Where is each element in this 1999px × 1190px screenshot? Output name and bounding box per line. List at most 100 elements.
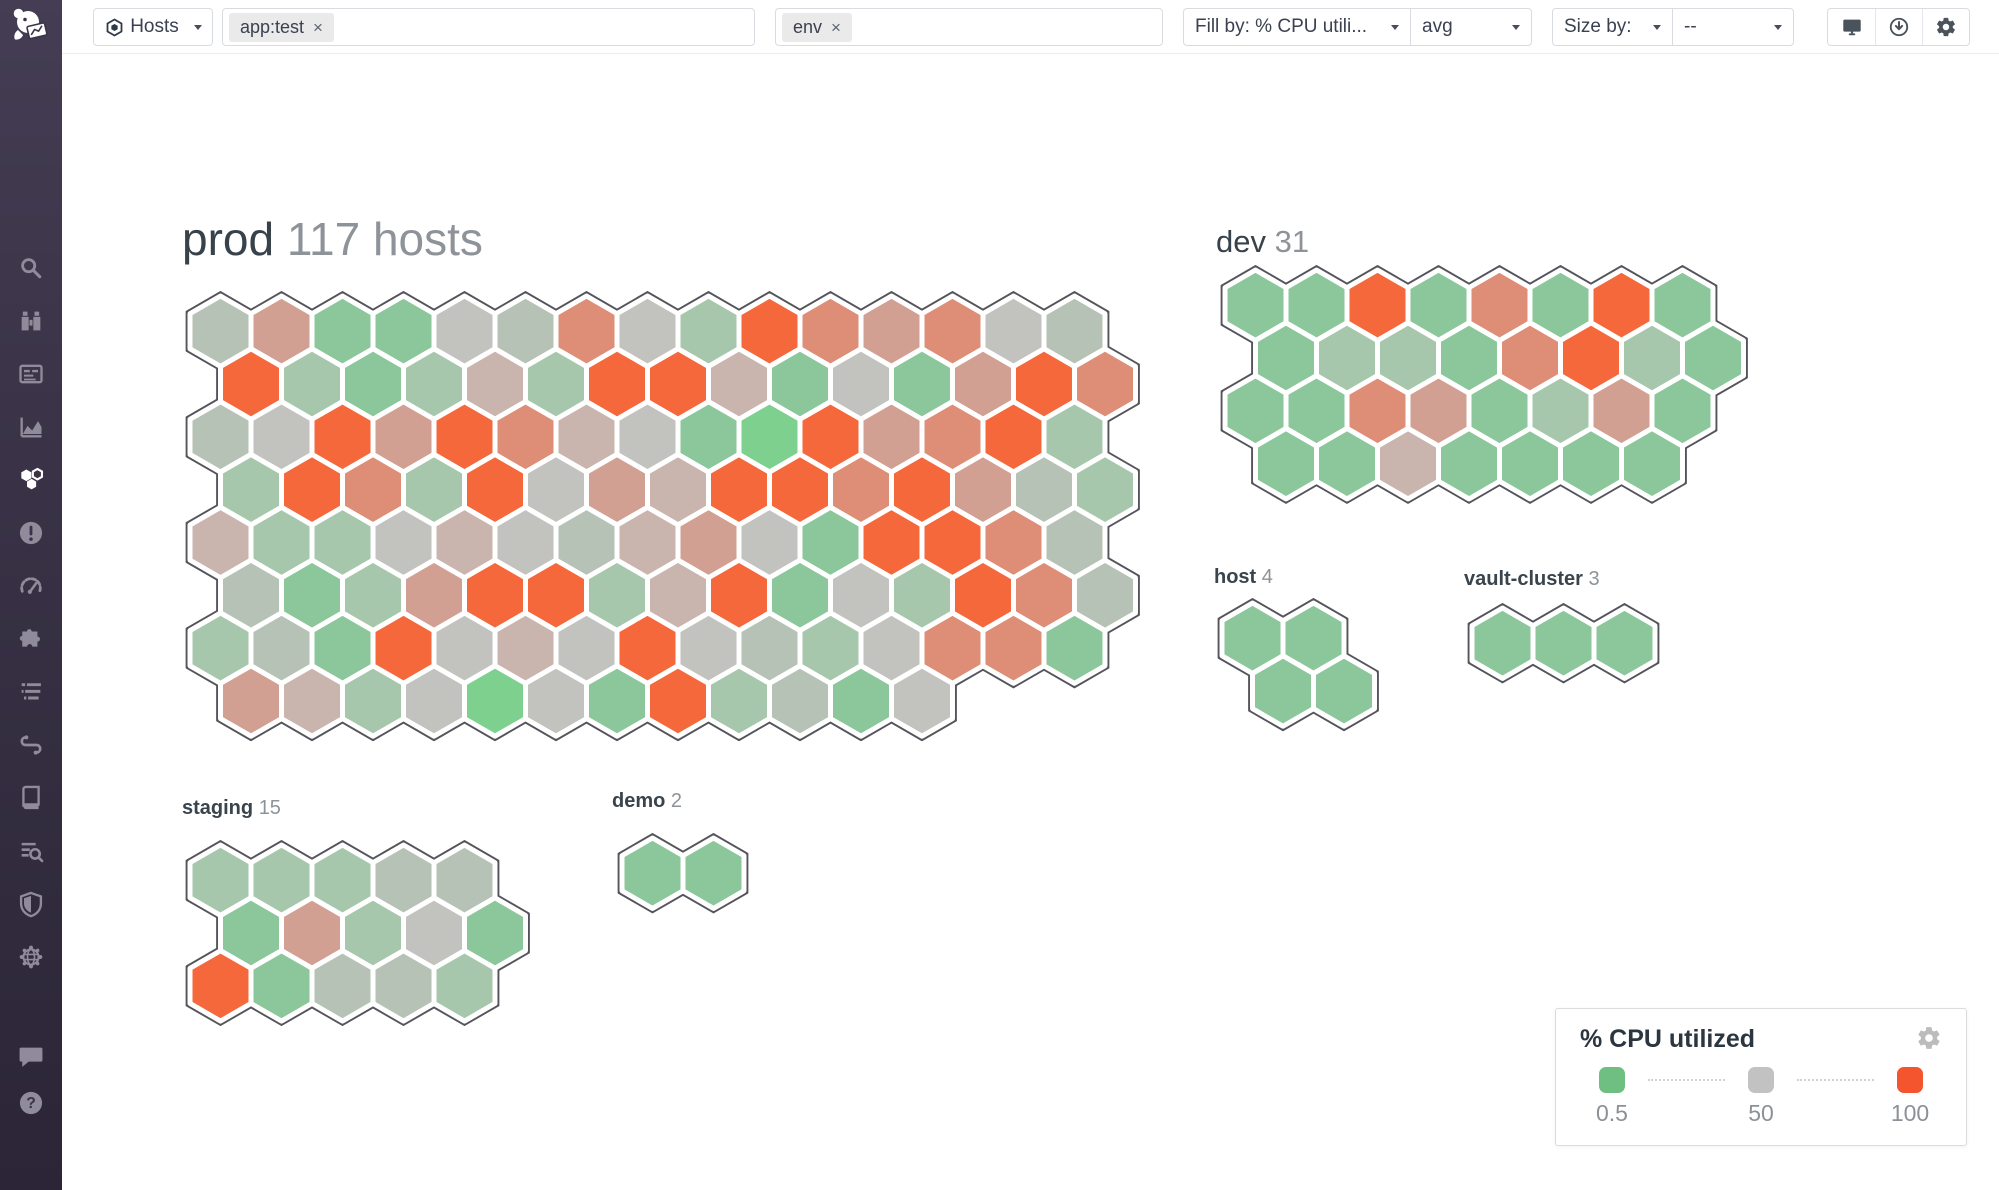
sidebar-item-notebooks[interactable] bbox=[17, 784, 45, 812]
sidebar-item-dashboards[interactable] bbox=[17, 360, 45, 388]
group-title-staging: staging 15 bbox=[182, 797, 281, 820]
settings-button[interactable] bbox=[1922, 9, 1969, 45]
size-by-value: -- bbox=[1684, 16, 1697, 37]
sidebar-item-chat[interactable] bbox=[17, 1043, 45, 1071]
group-count: 31 bbox=[1274, 224, 1310, 259]
group-title-prod: prod 117 hosts bbox=[182, 212, 483, 266]
legend-label-high: 100 bbox=[1890, 1100, 1930, 1126]
hosts-dropdown-label: Hosts bbox=[130, 16, 179, 37]
hexgrid-dev[interactable] bbox=[1219, 264, 1750, 505]
aggregation-label: avg bbox=[1422, 16, 1453, 37]
chevron-down-icon bbox=[193, 24, 202, 30]
group-title-vault-cluster: vault-cluster 3 bbox=[1464, 568, 1600, 591]
aggregation-dropdown[interactable]: avg bbox=[1410, 8, 1532, 46]
size-by-value-dropdown[interactable]: -- bbox=[1672, 8, 1794, 46]
book-icon bbox=[22, 785, 40, 810]
fill-by-dropdown[interactable]: Fill by: % CPU utili... bbox=[1183, 8, 1411, 46]
fill-by-controls: Fill by: % CPU utili... avg bbox=[1183, 8, 1532, 46]
hexagons-icon bbox=[21, 467, 44, 490]
hexgrid-prod[interactable] bbox=[184, 290, 1142, 742]
legend-panel: % CPU utilized 0.5 50 100 bbox=[1555, 1008, 1967, 1146]
sidebar-item-slo[interactable] bbox=[17, 572, 45, 600]
fill-by-label: Fill by: % CPU utili... bbox=[1195, 16, 1368, 37]
group-title-host: host 4 bbox=[1214, 566, 1273, 589]
snapshot-download-button[interactable] bbox=[1875, 9, 1922, 45]
shield-icon bbox=[19, 891, 43, 918]
area-chart-icon bbox=[20, 417, 42, 438]
legend-title: % CPU utilized bbox=[1580, 1025, 1756, 1053]
size-by-controls: Size by: -- bbox=[1552, 8, 1794, 46]
dashboard-icon bbox=[19, 364, 43, 384]
hexgrid-demo[interactable] bbox=[616, 832, 750, 914]
hexgrid-staging[interactable] bbox=[184, 839, 532, 1027]
puzzle-icon bbox=[19, 629, 40, 647]
toolbar-icon-buttons bbox=[1827, 8, 1970, 46]
sidebar-item-monitors[interactable] bbox=[17, 519, 45, 547]
hexgrid-host[interactable] bbox=[1216, 597, 1381, 732]
legend-swatch-high bbox=[1897, 1067, 1923, 1093]
size-by-label: Size by: bbox=[1564, 16, 1632, 37]
svg-text:?: ? bbox=[26, 1095, 36, 1112]
group-name: staging bbox=[182, 797, 254, 819]
filter-input-app[interactable]: app:test × bbox=[222, 8, 755, 46]
top-toolbar: Hosts app:test × env × Fill by: % CPU ut… bbox=[62, 0, 1999, 54]
hexgrid-vault-cluster[interactable] bbox=[1466, 602, 1661, 684]
filter-input-env[interactable]: env × bbox=[775, 8, 1163, 46]
chevron-down-icon bbox=[1391, 24, 1399, 30]
filter-tag-label: app:test bbox=[240, 16, 305, 37]
globe-network-icon bbox=[19, 945, 43, 969]
download-circle-icon bbox=[1889, 17, 1909, 37]
legend-label-mid: 50 bbox=[1748, 1100, 1774, 1126]
sidebar-item-security[interactable] bbox=[17, 890, 45, 918]
fullscreen-display-button[interactable] bbox=[1828, 9, 1875, 45]
group-name: vault-cluster bbox=[1464, 568, 1583, 590]
size-by-dropdown[interactable]: Size by: bbox=[1552, 8, 1673, 46]
legend-connector bbox=[1648, 1079, 1725, 1081]
chat-bubble-icon bbox=[19, 1047, 43, 1067]
legend-gear-icon[interactable] bbox=[1916, 1025, 1942, 1051]
hosts-dropdown[interactable]: Hosts bbox=[93, 8, 213, 46]
chevron-down-icon bbox=[1774, 24, 1782, 30]
group-title-dev: dev 31 bbox=[1216, 224, 1309, 260]
legend-connector bbox=[1797, 1079, 1874, 1081]
sidebar-item-help[interactable]: ? bbox=[17, 1089, 45, 1117]
hexagon-icon bbox=[106, 17, 123, 37]
sidebar-item-metrics[interactable] bbox=[17, 413, 45, 441]
filter-tag-label: env bbox=[793, 16, 823, 37]
sidebar-item-logs[interactable] bbox=[17, 678, 45, 706]
nav-sidebar: ? bbox=[0, 0, 62, 1190]
monitor-icon bbox=[1842, 19, 1861, 36]
chevron-down-icon bbox=[1653, 24, 1661, 30]
sidebar-item-infrastructure-hostmap[interactable] bbox=[17, 466, 45, 494]
group-count: 117 hosts bbox=[286, 213, 483, 265]
sidebar-item-synthetics[interactable] bbox=[17, 943, 45, 971]
sidebar-item-watchdog[interactable] bbox=[17, 307, 45, 335]
search-lines-icon bbox=[21, 842, 44, 863]
datadog-logo[interactable] bbox=[7, 4, 55, 52]
legend-swatch-low bbox=[1599, 1067, 1625, 1093]
sidebar-item-search[interactable] bbox=[17, 254, 45, 282]
gauge-icon bbox=[20, 577, 42, 594]
group-name: prod bbox=[182, 213, 275, 265]
group-name: host bbox=[1214, 566, 1257, 588]
legend-swatch-mid bbox=[1748, 1067, 1774, 1093]
sidebar-item-integrations[interactable] bbox=[17, 625, 45, 653]
remove-tag-icon[interactable]: × bbox=[831, 17, 841, 37]
log-stream-icon bbox=[21, 683, 41, 700]
sidebar-item-log-explorer[interactable] bbox=[17, 837, 45, 865]
group-count: 3 bbox=[1588, 568, 1600, 590]
trace-link-icon bbox=[20, 735, 42, 755]
group-name: demo bbox=[612, 790, 666, 812]
sidebar-item-apm[interactable] bbox=[17, 731, 45, 759]
remove-tag-icon[interactable]: × bbox=[313, 17, 323, 37]
group-title-demo: demo 2 bbox=[612, 790, 682, 813]
filter-tag-app-test[interactable]: app:test × bbox=[229, 12, 334, 42]
group-count: 2 bbox=[670, 790, 683, 812]
alert-circle-icon bbox=[19, 521, 43, 545]
help-icon: ? bbox=[19, 1091, 43, 1115]
gear-icon bbox=[1937, 17, 1955, 37]
search-icon bbox=[21, 258, 42, 279]
filter-tag-env[interactable]: env × bbox=[782, 12, 852, 42]
legend-label-low: 0.5 bbox=[1596, 1100, 1628, 1126]
